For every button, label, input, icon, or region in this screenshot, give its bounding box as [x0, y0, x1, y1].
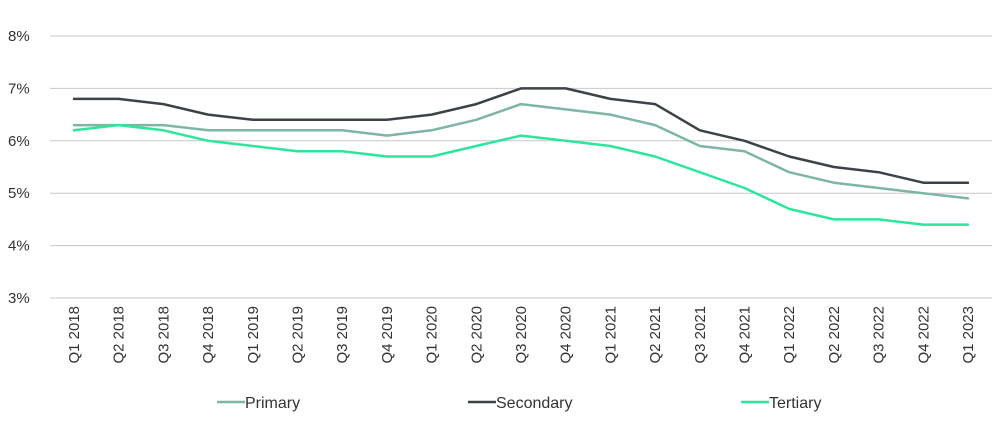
- x-tick-label: Q3 2021: [692, 306, 709, 364]
- x-tick-label: Q2 2022: [826, 306, 843, 364]
- x-tick-label: Q4 2018: [200, 306, 217, 364]
- series-line-tertiary: [72, 123, 970, 226]
- x-tick-label: Q4 2021: [737, 306, 754, 364]
- x-tick-label: Q1 2020: [424, 306, 441, 364]
- y-tick-label: 4%: [8, 238, 30, 255]
- y-tick-label: 6%: [8, 133, 30, 150]
- legend-label: Primary: [245, 395, 300, 412]
- series-line-primary: [72, 102, 970, 200]
- x-tick-label: Q2 2021: [647, 306, 664, 364]
- x-axis: Q1 2018 Q2 2018 Q3 2018 Q4 2018 Q1 2019 Q2 20…: [66, 306, 977, 364]
- grid: [50, 35, 992, 299]
- y-axis: 3% 4% 5% 6% 7% 8%: [8, 28, 30, 307]
- x-tick-label: Q1 2022: [781, 306, 798, 364]
- y-tick-label: 7%: [8, 80, 30, 97]
- x-tick-label: Q2 2018: [111, 306, 128, 364]
- x-tick-label: Q1 2019: [245, 306, 262, 364]
- series-group: [72, 87, 970, 226]
- x-tick-label: Q2 2019: [290, 306, 307, 364]
- x-tick-label: Q3 2022: [871, 306, 888, 364]
- series-line-secondary: [72, 87, 970, 184]
- y-tick-label: 3%: [8, 290, 30, 307]
- x-tick-label: Q3 2020: [513, 306, 530, 364]
- y-tick-label: 8%: [8, 28, 30, 45]
- x-tick-label: Q1 2021: [602, 306, 619, 364]
- x-tick-label: Q2 2020: [468, 306, 485, 364]
- x-tick-label: Q1 2018: [66, 306, 83, 364]
- x-tick-label: Q3 2019: [334, 306, 351, 364]
- legend-label: Tertiary: [769, 395, 821, 412]
- x-tick-label: Q4 2020: [558, 306, 575, 364]
- legend: Primary Secondary Tertiary: [217, 395, 821, 412]
- legend-label: Secondary: [496, 395, 573, 412]
- x-tick-label: Q4 2019: [379, 306, 396, 364]
- x-tick-label: Q4 2022: [915, 306, 932, 364]
- y-tick-label: 5%: [8, 185, 30, 202]
- x-tick-label: Q3 2018: [155, 306, 172, 364]
- x-tick-label: Q1 2023: [960, 306, 977, 364]
